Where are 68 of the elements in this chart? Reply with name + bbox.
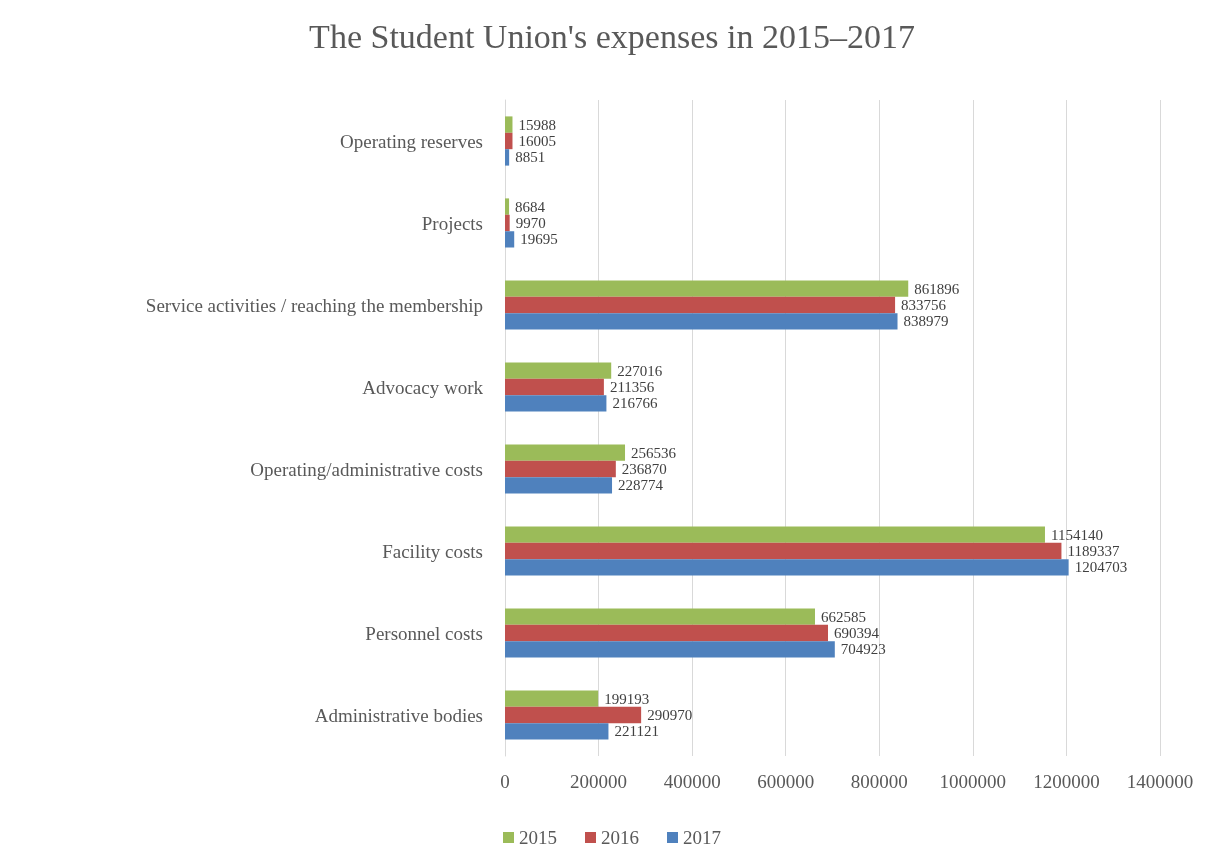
legend-label: 2016: [601, 827, 639, 848]
legend-label: 2017: [683, 827, 721, 848]
bar: [505, 378, 604, 396]
data-label: 704923: [840, 641, 886, 658]
x-tick-label: 1400000: [1126, 771, 1194, 792]
data-label: 9970: [515, 215, 546, 231]
data-label: 1189337: [1067, 543, 1120, 559]
x-tick-label: 200000: [570, 771, 628, 792]
bar: [505, 214, 510, 232]
bar: [505, 641, 835, 658]
bar: [505, 198, 510, 215]
x-tick-label: 800000: [850, 771, 908, 792]
bar: [505, 559, 1069, 576]
data-label: 662585: [821, 608, 866, 625]
x-tick-label: 1200000: [1033, 771, 1100, 792]
data-label: 8851: [515, 149, 546, 166]
data-label: 19695: [520, 231, 558, 248]
bar: [505, 362, 612, 379]
bar: [505, 723, 609, 740]
data-label: 16005: [518, 133, 556, 149]
y-tick-label: Operating reserves: [340, 130, 483, 152]
bar: [505, 477, 613, 494]
bar: [505, 460, 616, 478]
chart-title: The Student Union's expenses in 2015–2017: [309, 17, 915, 55]
data-label: 15988: [518, 116, 556, 133]
bar: [505, 296, 896, 314]
legend-label: 2015: [519, 827, 557, 848]
x-tick-label: 0: [500, 771, 510, 792]
data-label: 228774: [618, 477, 664, 494]
data-label: 221121: [614, 723, 659, 740]
bar: [505, 395, 607, 412]
data-label: 290970: [647, 707, 693, 723]
bar: [505, 542, 1062, 560]
y-tick-label: Personnel costs: [365, 622, 483, 644]
bar: [505, 149, 510, 166]
data-label: 1154140: [1050, 526, 1103, 543]
y-tick-label: Operating/administrative costs: [250, 458, 483, 480]
y-tick-label: Advocacy work: [362, 376, 484, 398]
bar: [505, 231, 515, 248]
bar: [505, 132, 513, 150]
bar: [505, 526, 1045, 543]
x-tick-label: 1000000: [939, 771, 1007, 792]
y-tick-label: Service activities / reaching the membership: [145, 294, 483, 316]
data-label: 833756: [901, 297, 947, 313]
x-tick-label: 400000: [663, 771, 721, 792]
bar: [505, 116, 513, 133]
data-label: 690394: [834, 625, 880, 641]
data-label: 216766: [612, 395, 658, 412]
bar: [505, 624, 829, 642]
data-label: 8684: [515, 198, 546, 215]
data-label: 211356: [609, 379, 655, 395]
y-tick-label: Administrative bodies: [314, 704, 483, 726]
data-label: 1204703: [1074, 559, 1128, 576]
bar: [505, 608, 815, 625]
bar: [505, 690, 599, 707]
data-label: 227016: [617, 362, 663, 379]
data-label: 861896: [914, 280, 960, 297]
bar: [505, 706, 642, 724]
data-label: 256536: [631, 444, 677, 461]
bar: [505, 313, 898, 330]
data-label: 199193: [604, 690, 650, 707]
bar: [505, 280, 909, 297]
x-tick-label: 600000: [757, 771, 815, 792]
y-tick-label: Facility costs: [382, 540, 483, 562]
y-tick-label: Projects: [421, 212, 483, 234]
data-label: 838979: [903, 313, 949, 330]
bar: [505, 444, 626, 461]
data-label: 236870: [621, 461, 667, 477]
